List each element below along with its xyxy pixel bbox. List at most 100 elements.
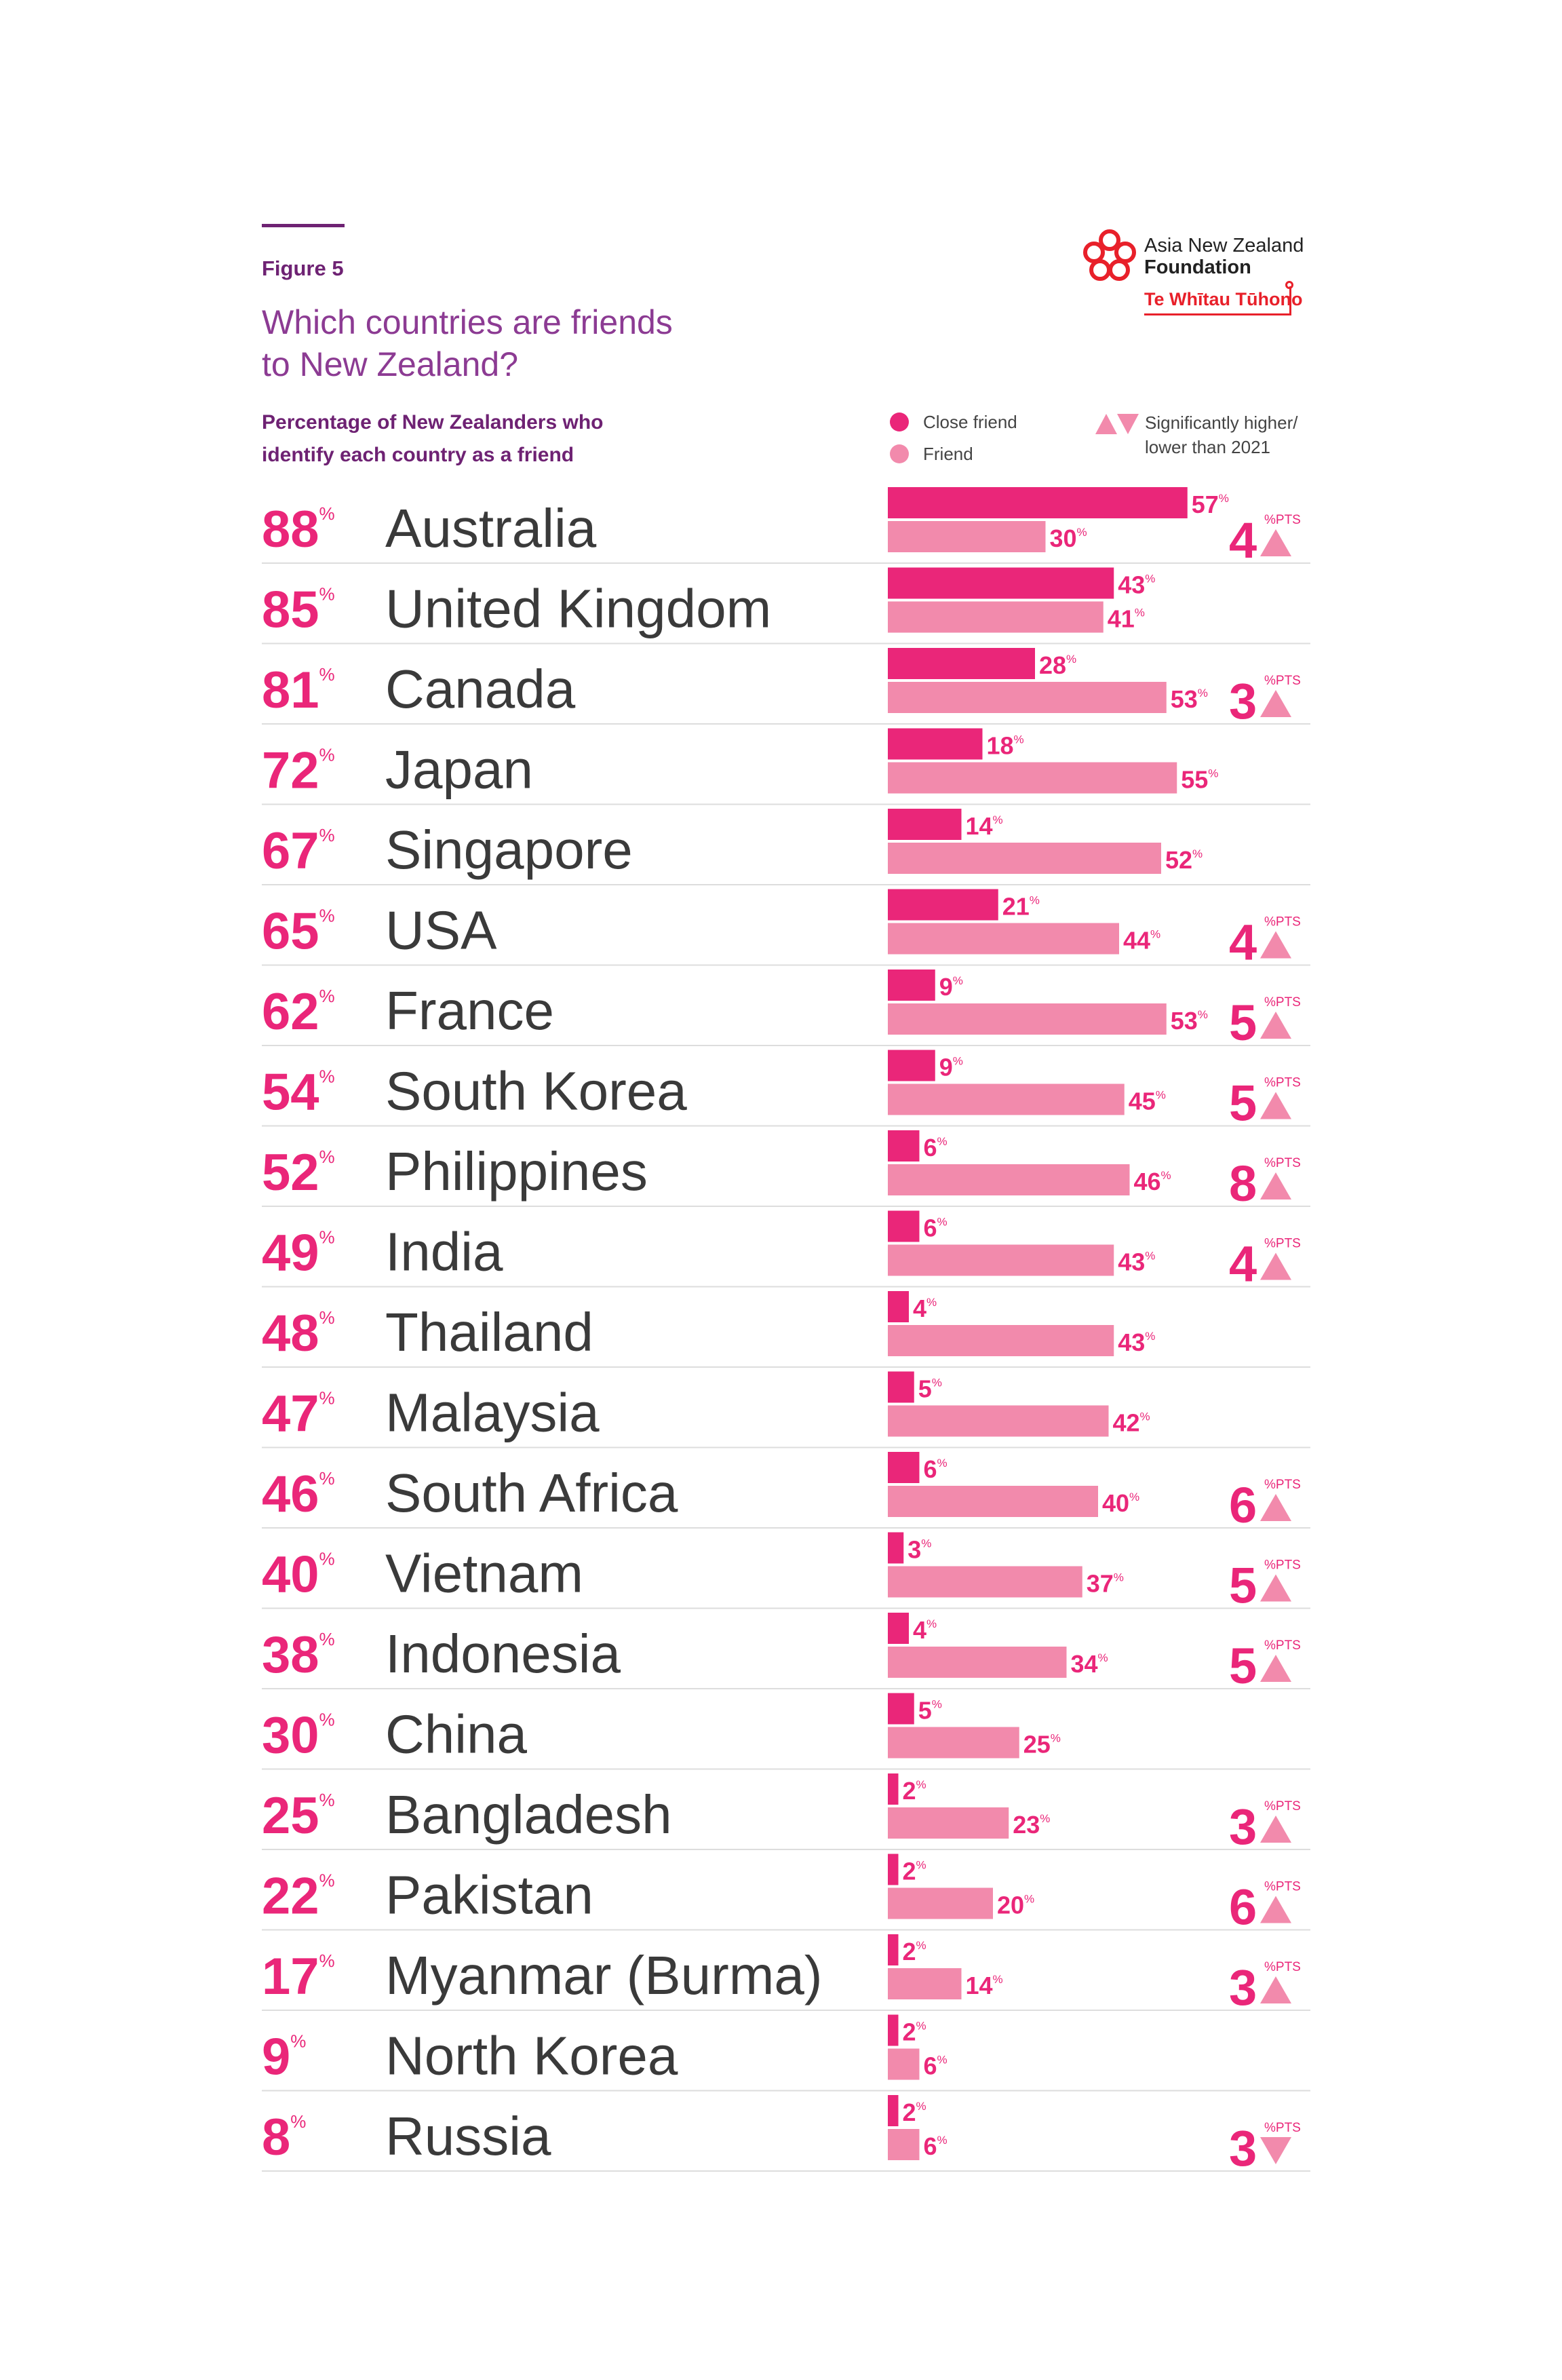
change-up-triangle-icon: [1260, 1655, 1291, 1682]
bar-close-friend-label: 2%: [903, 1938, 926, 1965]
bar-close-friend: [888, 1934, 899, 1965]
bar-close-friend: [888, 1452, 920, 1483]
legend-close-friend-label: Close friend: [923, 412, 1017, 432]
change-value: 5: [1229, 1638, 1257, 1694]
bar-close-friend: [888, 1773, 899, 1805]
total-value: 22%: [262, 1868, 335, 1925]
bar-friend: [888, 1405, 1109, 1437]
country-label: Philippines: [385, 1141, 648, 1202]
chart-title-line-1: Which countries are friends: [262, 303, 673, 341]
country-label: Bangladesh: [385, 1784, 672, 1845]
legend-significance-line-1: Significantly higher/: [1145, 412, 1298, 433]
change-value: 4: [1229, 1236, 1257, 1292]
bar-close-friend: [888, 1210, 920, 1242]
bar-friend-label: 6%: [924, 2132, 948, 2160]
bar-close-friend-label: 57%: [1192, 491, 1229, 518]
total-value: 47%: [262, 1385, 335, 1443]
change-up-triangle-icon: [1260, 690, 1291, 717]
legend-significance-line-2: lower than 2021: [1145, 437, 1271, 457]
bar-close-friend: [888, 1693, 914, 1725]
country-label: India: [385, 1222, 503, 1282]
bar-close-friend: [888, 889, 998, 921]
legend-friend-swatch: [890, 444, 909, 463]
bar-friend: [888, 1003, 1167, 1035]
legend-friend-label: Friend: [923, 444, 973, 464]
bar-friend-label: 30%: [1050, 524, 1087, 552]
bar-friend-label: 43%: [1118, 1248, 1155, 1276]
chart-subtitle: Percentage of New Zealanders who identif…: [262, 406, 737, 472]
bar-close-friend-label: 9%: [939, 973, 963, 1001]
header-rule: [262, 224, 345, 227]
bar-friend: [888, 762, 1177, 794]
change-unit-label: %PTS: [1264, 1237, 1301, 1251]
change-value: 3: [1229, 1799, 1257, 1855]
legend-close-friend-swatch: [890, 412, 909, 431]
country-label: South Korea: [385, 1061, 687, 1121]
change-value: 3: [1229, 1959, 1257, 2016]
bar-close-friend: [888, 1854, 899, 1885]
total-value: 8%: [262, 2109, 306, 2166]
bar-friend: [888, 1566, 1082, 1598]
total-value: 9%: [262, 2029, 306, 2086]
change-value: 3: [1229, 673, 1257, 729]
bar-friend: [888, 1325, 1114, 1356]
country-label: Canada: [385, 659, 576, 719]
bar-friend-label: 43%: [1118, 1328, 1155, 1356]
change-up-triangle-icon: [1260, 931, 1291, 959]
change-value: 6: [1229, 1477, 1257, 1533]
logo-underline: [1144, 313, 1289, 315]
bar-close-friend-label: 9%: [939, 1054, 963, 1081]
change-value: 4: [1229, 512, 1257, 569]
bar-friend-label: 40%: [1102, 1489, 1139, 1517]
bar-friend: [888, 2048, 920, 2080]
total-value: 72%: [262, 742, 335, 800]
bar-close-friend-label: 43%: [1118, 571, 1155, 599]
bar-friend-label: 45%: [1129, 1088, 1166, 1115]
change-unit-label: %PTS: [1264, 995, 1301, 1010]
logo-dot-icon: [1285, 281, 1293, 289]
chart-subtitle-line-1: Percentage of New Zealanders who: [262, 411, 604, 434]
bar-close-friend-label: 4%: [913, 1294, 937, 1322]
bar-close-friend-label: 6%: [924, 1214, 948, 1242]
bar-friend-label: 25%: [1023, 1731, 1061, 1759]
knot-logo-icon: [1083, 229, 1136, 281]
change-unit-label: %PTS: [1264, 1478, 1301, 1492]
country-label: Malaysia: [385, 1383, 600, 1443]
bar-close-friend: [888, 1050, 935, 1081]
change-unit-label: %PTS: [1264, 1156, 1301, 1170]
country-label: Singapore: [385, 820, 633, 880]
country-label: South Africa: [385, 1463, 678, 1523]
change-up-triangle-icon: [1260, 1896, 1291, 1923]
country-label: Myanmar (Burma): [385, 1945, 823, 2005]
bar-close-friend: [888, 1613, 909, 1644]
bar-close-friend-label: 6%: [924, 1134, 948, 1162]
total-value: 38%: [262, 1626, 335, 1684]
bar-close-friend-label: 3%: [907, 1536, 931, 1564]
bar-close-friend-label: 5%: [918, 1697, 942, 1725]
bar-friend-label: 14%: [966, 1972, 1003, 1999]
chart-title-line-2: to New Zealand?: [262, 345, 519, 383]
bar-friend: [888, 1807, 1009, 1839]
total-value: 17%: [262, 1948, 335, 2005]
figure-label: Figure 5: [262, 256, 344, 280]
bar-friend-label: 42%: [1113, 1409, 1150, 1437]
change-value: 4: [1229, 915, 1257, 971]
change-value: 5: [1229, 1558, 1257, 1614]
total-value: 54%: [262, 1064, 335, 1121]
total-value: 88%: [262, 501, 335, 558]
logo-line-1: Asia New Zealand: [1144, 235, 1304, 256]
change-up-triangle-icon: [1260, 1012, 1291, 1039]
change-unit-label: %PTS: [1264, 674, 1301, 688]
change-up-triangle-icon: [1260, 1816, 1291, 1843]
logo-line-2: Foundation: [1144, 256, 1251, 278]
bar-friend: [888, 843, 1161, 874]
bar-close-friend-label: 14%: [966, 812, 1003, 840]
total-value: 30%: [262, 1707, 335, 1765]
change-value: 3: [1229, 2120, 1257, 2176]
change-unit-label: %PTS: [1264, 1558, 1301, 1573]
country-label: Thailand: [385, 1302, 593, 1362]
country-label: United Kingdom: [385, 579, 771, 639]
bar-close-friend-label: 2%: [903, 1777, 926, 1805]
bar-friend: [888, 601, 1104, 633]
bar-friend: [888, 1968, 962, 1999]
